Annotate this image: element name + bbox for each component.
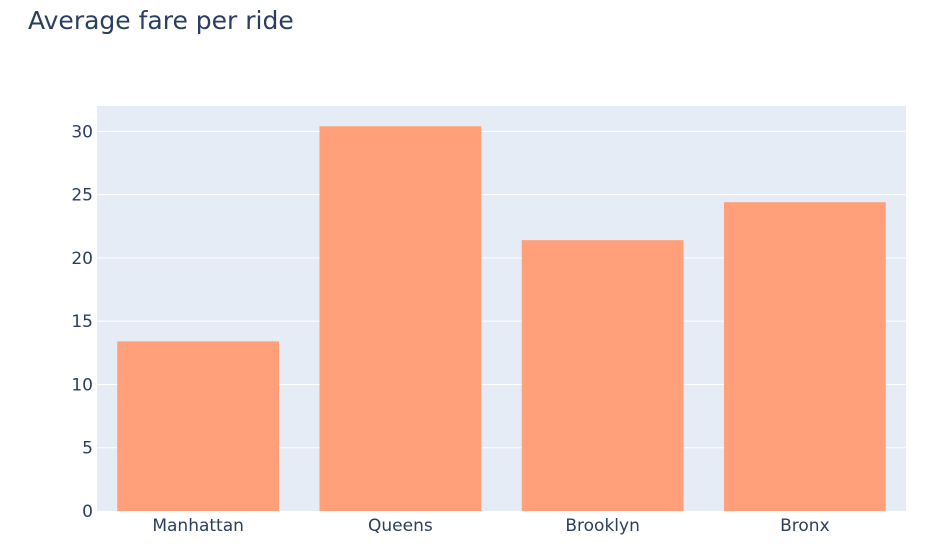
- x-axis-ticks: Manhattan Queens Brooklyn Bronx: [152, 516, 829, 536]
- chart-title: Average fare per ride: [28, 6, 294, 35]
- y-tick-label: 0: [82, 502, 93, 522]
- bars: [117, 126, 886, 511]
- x-tick-label: Brooklyn: [565, 516, 639, 536]
- bar-manhattan: [117, 341, 280, 511]
- x-tick-label: Bronx: [780, 516, 830, 536]
- bar-bronx: [723, 202, 886, 511]
- y-tick-label: 25: [71, 186, 93, 206]
- y-tick-label: 30: [71, 122, 93, 142]
- y-tick-label: 5: [82, 439, 93, 459]
- bar-brooklyn: [521, 240, 684, 511]
- x-tick-label: Queens: [368, 516, 433, 536]
- y-tick-label: 15: [71, 312, 93, 332]
- y-tick-label: 20: [71, 249, 93, 269]
- y-axis-ticks: 0 5 10 15 20 25 30: [71, 122, 93, 522]
- bar-queens: [319, 126, 482, 511]
- y-tick-label: 10: [71, 375, 93, 395]
- x-tick-label: Manhattan: [152, 516, 244, 536]
